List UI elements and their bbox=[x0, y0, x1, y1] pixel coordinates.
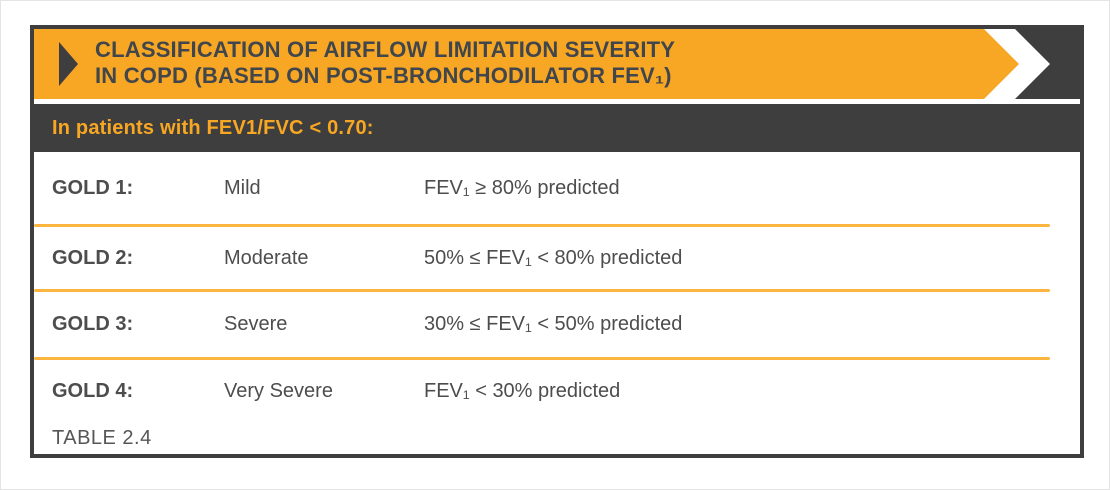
criteria-text: 30% ≤ FEV₁ < 50% predicted bbox=[424, 313, 683, 335]
classification-table: GOLD 1: Mild FEV₁ ≥ 80% predicted GOLD 2… bbox=[34, 152, 1080, 422]
header-banner: CLASSIFICATION OF AIRFLOW LIMITATION SEV… bbox=[34, 29, 1080, 99]
severity-label: Moderate bbox=[224, 246, 309, 269]
table-row: GOLD 4: Very Severe FEV₁ < 30% predicted bbox=[34, 360, 1080, 422]
table-row: GOLD 2: Moderate 50% ≤ FEV₁ < 80% predic… bbox=[34, 227, 1080, 289]
grade-label: GOLD 1: bbox=[52, 176, 134, 199]
row-divider bbox=[34, 224, 1050, 227]
condition-bar: In patients with FEV1/FVC < 0.70: bbox=[34, 104, 1080, 152]
table-row: GOLD 3: Severe 30% ≤ FEV₁ < 50% predicte… bbox=[34, 292, 1080, 357]
grade-label: GOLD 2: bbox=[52, 246, 134, 269]
banner-title-line1: CLASSIFICATION OF AIRFLOW LIMITATION SEV… bbox=[95, 37, 676, 62]
grade-label: GOLD 3: bbox=[52, 313, 134, 335]
table-caption-text: TABLE 2.4 bbox=[52, 426, 152, 449]
severity-label: Very Severe bbox=[224, 379, 333, 402]
banner-title-line2: IN COPD (BASED ON POST-BRONCHODILATOR FE… bbox=[95, 63, 672, 88]
criteria-text: 50% ≤ FEV₁ < 80% predicted bbox=[424, 246, 683, 269]
grade-label: GOLD 4: bbox=[52, 379, 134, 402]
severity-label: Mild bbox=[224, 176, 261, 199]
severity-label: Severe bbox=[224, 313, 288, 335]
table-row: GOLD 1: Mild FEV₁ ≥ 80% predicted bbox=[34, 152, 1080, 224]
criteria-text: FEV₁ < 30% predicted bbox=[424, 379, 621, 402]
condition-text: In patients with FEV1/FVC < 0.70: bbox=[52, 116, 374, 139]
row-divider bbox=[34, 289, 1050, 292]
criteria-text: FEV₁ ≥ 80% predicted bbox=[424, 176, 620, 199]
table-frame: CLASSIFICATION OF AIRFLOW LIMITATION SEV… bbox=[30, 25, 1084, 458]
row-divider bbox=[34, 357, 1050, 360]
play-triangle-icon bbox=[59, 42, 78, 86]
banner-arrow-graphic bbox=[34, 29, 1080, 99]
table-caption: TABLE 2.4 bbox=[34, 422, 1080, 454]
banner-title: CLASSIFICATION OF AIRFLOW LIMITATION SEV… bbox=[95, 37, 675, 89]
banner-orange-ribbon bbox=[34, 29, 1019, 99]
